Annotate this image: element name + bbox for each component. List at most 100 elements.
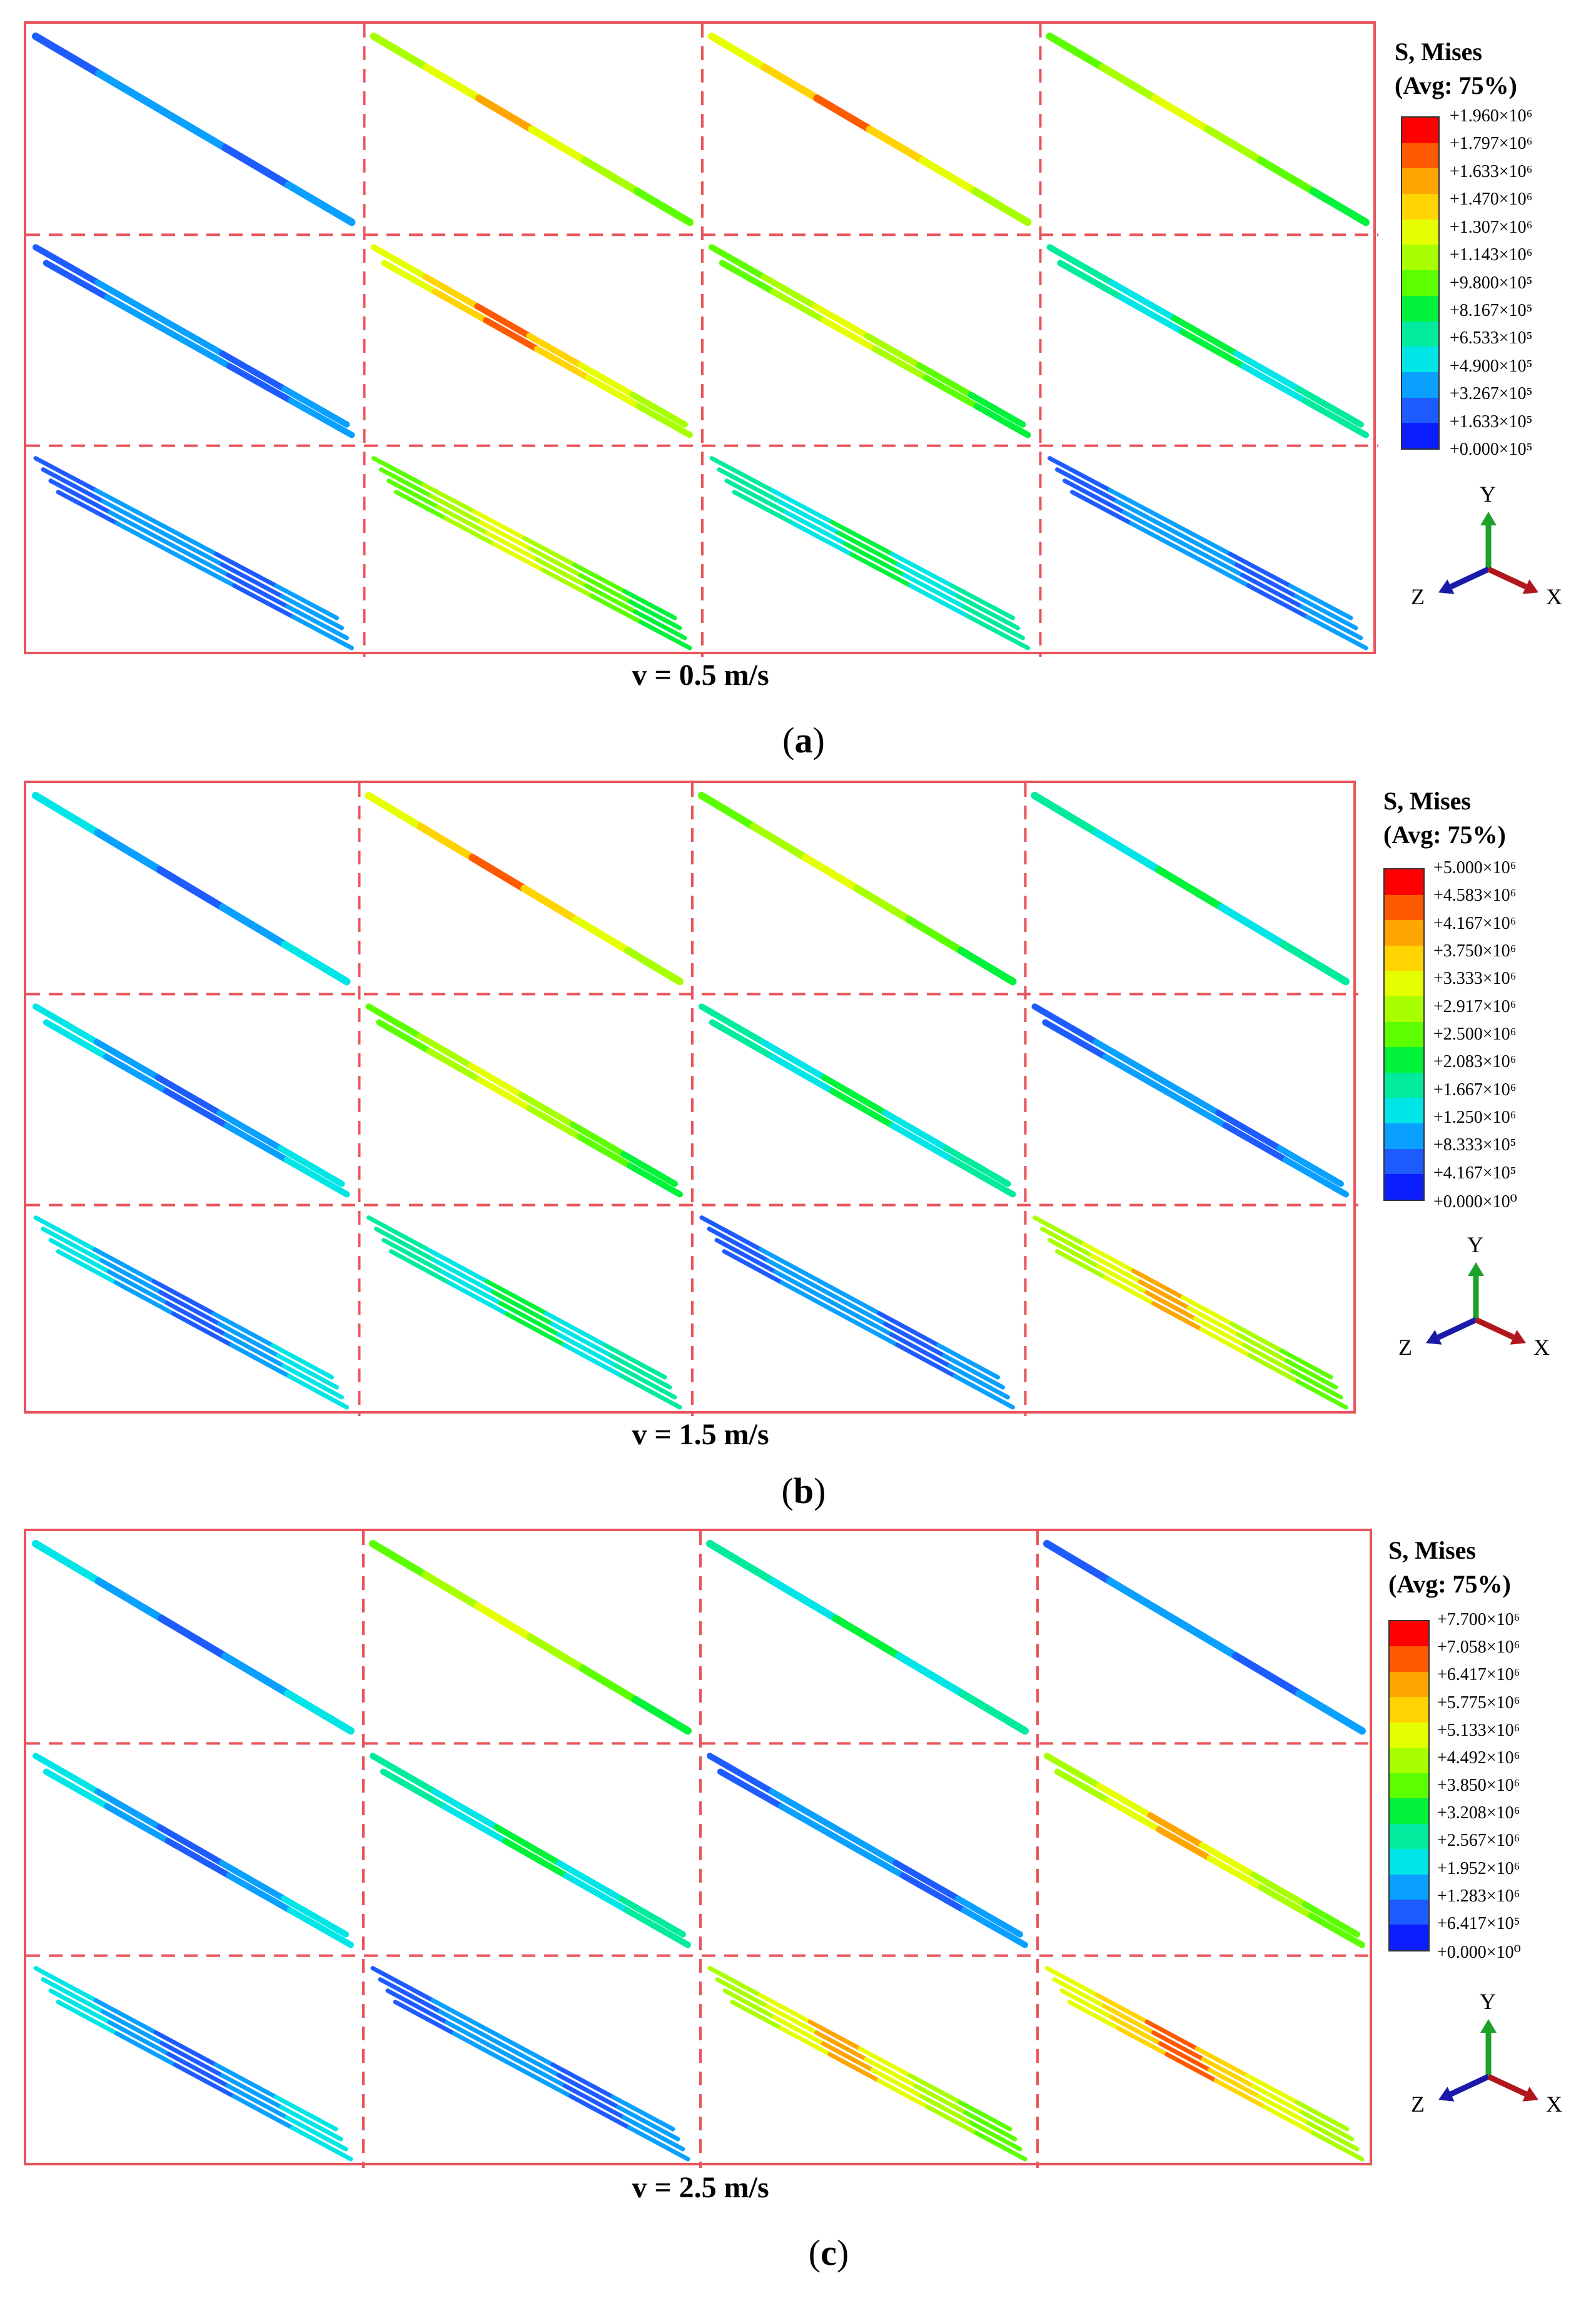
- stress-legend: S, Mises (Avg: 75%): [1383, 784, 1506, 852]
- legend-tick-label: +3.267×10⁵: [1450, 384, 1533, 404]
- beam-segment: [1168, 520, 1233, 557]
- beam-segment: [528, 125, 588, 165]
- beam-segment: [722, 1249, 784, 1285]
- beam-segment: [1295, 2100, 1350, 2132]
- colorbar-swatch: [1390, 1925, 1428, 1950]
- beam-segment: [1043, 1540, 1114, 1585]
- beam-segment: [1222, 1122, 1289, 1163]
- beam-segment: [1299, 604, 1363, 640]
- beam-segment: [1282, 1157, 1349, 1198]
- beam-contour-grid: [26, 1531, 1375, 2168]
- beam-segment: [374, 1227, 437, 1263]
- beam-segment: [370, 33, 430, 71]
- beam-segment: [814, 2030, 869, 2062]
- beam-segment: [760, 273, 819, 310]
- beam-segment: [922, 374, 981, 410]
- beam-segment: [772, 1269, 836, 1305]
- colorbar-swatch: [1390, 1646, 1428, 1672]
- beam-segment: [1155, 866, 1225, 911]
- beam-segment: [33, 244, 101, 286]
- beam-segment: [95, 69, 166, 114]
- beam-segment: [33, 1215, 98, 1252]
- beam-segment: [467, 1062, 525, 1098]
- beam-segment: [550, 2062, 615, 2100]
- beam-segment: [698, 792, 757, 831]
- beam-segment: [33, 1966, 98, 2003]
- beam-segment: [475, 94, 536, 133]
- beam-segment: [226, 572, 290, 609]
- beam-segment: [485, 1279, 549, 1316]
- beam-segment: [158, 106, 230, 152]
- beam-segment: [1199, 1327, 1252, 1358]
- beam-segment: [490, 2030, 555, 2067]
- beam-segment: [616, 2105, 680, 2142]
- beam-segment: [790, 521, 854, 557]
- beam-segment: [1308, 1913, 1365, 1948]
- beam-segment: [160, 530, 225, 567]
- colorbar-swatch: [1385, 1098, 1423, 1124]
- beam-segment: [158, 1290, 222, 1327]
- beam-segment: [895, 1652, 966, 1698]
- beam-segment: [214, 552, 279, 589]
- beam-segment: [633, 187, 694, 226]
- beam-segment: [379, 467, 433, 499]
- beam-segment: [709, 244, 767, 280]
- beam-segment: [510, 2062, 573, 2098]
- beam-segment: [769, 1577, 840, 1622]
- beam-segment: [43, 1019, 109, 1060]
- colorbar-swatch: [1390, 1722, 1428, 1748]
- beam-segment: [1193, 1316, 1246, 1347]
- colorbar-swatch: [1385, 1148, 1423, 1175]
- beam-segment: [1213, 2078, 1267, 2109]
- beam-segment: [609, 1353, 672, 1390]
- beam-segment: [1109, 2015, 1163, 2046]
- coordinate-triad-icon: Y Z X: [1411, 1989, 1562, 2117]
- beam-segment: [617, 1895, 686, 1938]
- beam-segment: [1046, 33, 1106, 71]
- legend-tick-label: +4.167×10⁶: [1433, 913, 1517, 933]
- beam-segment: [1301, 397, 1369, 438]
- legend-subtitle: (Avg: 75%): [1383, 821, 1506, 849]
- beam-segment: [48, 478, 113, 515]
- subfigure-label: (c): [808, 2232, 849, 2273]
- beam-segment: [1131, 1268, 1185, 1300]
- colorbar-swatch: [1390, 1773, 1428, 1799]
- velocity-caption: v = 0.5 m/s: [632, 659, 769, 692]
- beam-segment: [432, 288, 490, 324]
- beam-segment: [967, 614, 1030, 650]
- legend-tick-label: +2.083×10⁶: [1433, 1052, 1517, 1072]
- beam-segment: [864, 333, 922, 369]
- beam-segment: [1201, 2057, 1255, 2088]
- beam-segment: [94, 1577, 166, 1622]
- beam-segment: [154, 1074, 223, 1116]
- colorbar-swatch: [1385, 869, 1423, 895]
- beam-segment: [1055, 467, 1119, 504]
- beam-segment: [889, 1332, 952, 1369]
- beam-segment: [104, 294, 172, 335]
- beam-segment: [603, 1343, 667, 1380]
- beam-segment: [842, 541, 907, 577]
- beam-segment: [708, 33, 769, 71]
- beam-segment: [777, 499, 841, 535]
- beam-segment: [895, 1342, 957, 1379]
- beam-segment: [48, 1238, 111, 1274]
- z-axis-label: Z: [1398, 1335, 1412, 1360]
- beam-segment: [813, 94, 874, 133]
- beam-segment: [963, 2110, 1018, 2142]
- beam-segment: [624, 1907, 691, 1948]
- beam-segment: [106, 1269, 169, 1305]
- beam-segment: [622, 2115, 685, 2152]
- beam-segment: [1044, 1753, 1102, 1789]
- beam-segment: [949, 1157, 1016, 1198]
- beam-segment: [1158, 2041, 1212, 2072]
- beam-segment: [159, 2041, 225, 2078]
- beam-segment: [1305, 2120, 1360, 2152]
- legend-tick-label: +2.500×10⁶: [1433, 1025, 1517, 1044]
- beam-segment: [759, 1039, 827, 1081]
- legend-tick-label: +6.417×10⁵: [1437, 1913, 1520, 1933]
- colorbar-swatch: [1385, 1047, 1423, 1073]
- beam-segment: [870, 2067, 924, 2099]
- contour-grid-frame: [24, 21, 1378, 657]
- colorbar-swatch: [1402, 143, 1438, 169]
- beam-segment: [520, 884, 580, 924]
